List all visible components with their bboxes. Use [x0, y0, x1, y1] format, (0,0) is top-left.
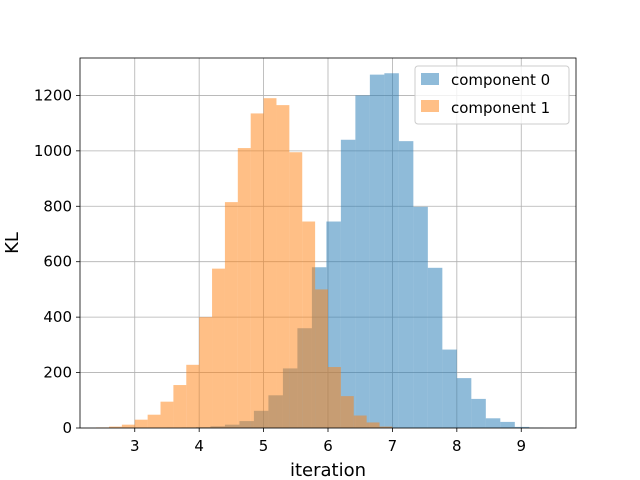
- bar-component-1-bin-1: [108, 426, 122, 428]
- y-tick-label: 200: [43, 364, 72, 382]
- bar-component-0-bin-15: [384, 73, 399, 429]
- histogram-bars: [96, 73, 544, 429]
- legend-label-component-1: component 1: [451, 99, 550, 117]
- bar-component-0-bin-17: [413, 206, 428, 428]
- bar-component-0-bin-21: [471, 398, 486, 428]
- legend-box: [414, 65, 570, 125]
- bar-component-1-bin-7: [186, 364, 200, 428]
- legend-label-component-0: component 0: [451, 71, 550, 89]
- bar-component-0-bin-19: [442, 349, 457, 428]
- x-tick-label: 6: [323, 437, 333, 455]
- y-tick-label: 600: [43, 253, 72, 271]
- bar-component-1-bin-13: [263, 98, 277, 429]
- x-tick-label: 3: [130, 437, 140, 455]
- bar-component-1-bin-6: [173, 385, 187, 428]
- bar-component-1-bin-21: [366, 422, 380, 428]
- x-tick-label: 7: [388, 437, 398, 455]
- bar-component-0-bin-20: [456, 378, 472, 428]
- y-tick-label: 1000: [34, 142, 72, 160]
- bar-component-1-bin-11: [237, 148, 251, 429]
- bar-component-1-bin-12: [250, 113, 264, 428]
- legend-swatch-component-0: [421, 73, 439, 85]
- bar-component-1-bin-19: [340, 396, 354, 428]
- x-axis-label: iteration: [290, 460, 366, 480]
- bar-component-1-bin-5: [160, 401, 174, 428]
- bar-component-1-bin-8: [199, 317, 213, 428]
- bar-component-0-bin-14: [369, 74, 385, 428]
- y-tick-label: 1200: [34, 86, 72, 104]
- axis-ticks: 3 4 5 6 7 8 9 0 200 400 600 800 1000 1200: [34, 86, 526, 455]
- x-tick-label: 8: [452, 437, 462, 455]
- y-axis-label: KL: [2, 232, 23, 254]
- bar-component-0-bin-18: [427, 267, 443, 428]
- x-tick-label: 9: [516, 437, 526, 455]
- bar-component-1-bin-22: [379, 426, 393, 428]
- bar-component-0-bin-24: [514, 426, 530, 428]
- y-tick-label: 0: [62, 419, 72, 437]
- legend-swatch-component-1: [421, 100, 439, 112]
- bar-component-1-bin-16: [302, 221, 316, 428]
- bar-component-1-bin-15: [289, 152, 303, 428]
- bar-component-1-bin-9: [212, 268, 225, 428]
- bar-component-1-bin-3: [134, 419, 148, 428]
- bar-component-0-bin-22: [485, 418, 501, 428]
- bar-component-0-bin-12: [340, 139, 356, 428]
- bar-component-1-bin-14: [276, 105, 290, 429]
- bar-component-1-bin-4: [147, 414, 161, 428]
- bar-component-0-bin-23: [500, 421, 515, 428]
- bar-component-1-bin-18: [328, 367, 341, 428]
- bar-component-0-bin-13: [355, 95, 370, 428]
- y-tick-label: 800: [43, 197, 72, 215]
- series-component-1: [96, 98, 393, 429]
- legend: component 0 component 1: [414, 65, 570, 125]
- bar-component-0-bin-16: [398, 141, 414, 429]
- bar-component-1-bin-10: [224, 202, 238, 428]
- bar-component-1-bin-20: [353, 415, 367, 428]
- bar-component-1-bin-17: [315, 289, 328, 428]
- x-tick-label: 5: [259, 437, 269, 455]
- bar-component-1-bin-2: [121, 424, 135, 428]
- y-tick-label: 400: [43, 308, 72, 326]
- x-tick-label: 4: [194, 437, 204, 455]
